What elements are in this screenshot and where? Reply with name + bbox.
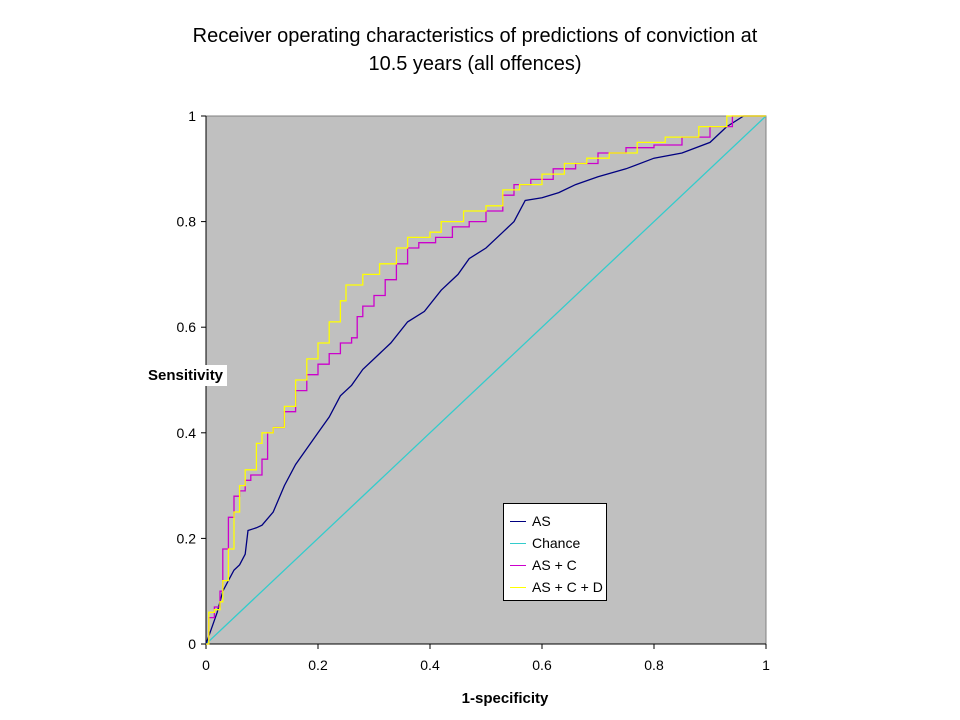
chart-title-line-2: 10.5 years (all offences) [368, 53, 582, 75]
x-tick-label: 1 [762, 657, 770, 673]
x-tick-label: 0.2 [308, 657, 328, 673]
legend-label-chance: Chance [532, 535, 581, 551]
legend-item-as-c-d: AS + C + D [510, 576, 606, 598]
legend-swatch-chance [510, 542, 526, 544]
chart-title: Receiver operating characteristics of pr… [150, 22, 800, 78]
x-tick-label: 0 [202, 657, 210, 673]
series-line-as-c-d [206, 115, 766, 645]
legend-item-as-c: AS + C [510, 554, 606, 576]
legend-label-as-c-d: AS + C + D [532, 579, 603, 595]
series-layer [205, 115, 767, 645]
x-tick-label: 0.4 [420, 657, 440, 673]
y-tick-label: 0.6 [177, 319, 197, 335]
x-tick-label: 0.6 [532, 657, 552, 673]
y-tick-label: 0.4 [177, 425, 197, 441]
legend-item-as: AS [510, 510, 606, 532]
series-line-as [205, 115, 766, 645]
chart-title-line-1: Receiver operating characteristics of pr… [192, 25, 758, 47]
y-tick-label: 0.8 [177, 214, 197, 230]
x-axis-label: 1-specificity [461, 690, 549, 707]
y-axis-label: Sensitivity [144, 365, 228, 386]
y-tick-label: 0.2 [177, 530, 197, 546]
y-tick-label: 0 [188, 636, 196, 652]
series-line-chance [205, 115, 767, 645]
legend-swatch-as-c-d [510, 586, 526, 588]
legend-swatch-as [510, 520, 526, 522]
axes: 0 0.2 0.4 0.6 0.8 1 0 0.2 0.4 0.6 0.8 1 [177, 108, 771, 673]
legend-item-chance: Chance [510, 532, 606, 554]
legend: AS Chance AS + C AS + C + D [503, 503, 607, 601]
legend-label-as: AS [532, 513, 551, 529]
legend-swatch-as-c [510, 564, 526, 566]
y-tick-label: 1 [188, 108, 196, 124]
x-tick-label: 0.8 [644, 657, 664, 673]
legend-label-as-c: AS + C [532, 557, 577, 573]
